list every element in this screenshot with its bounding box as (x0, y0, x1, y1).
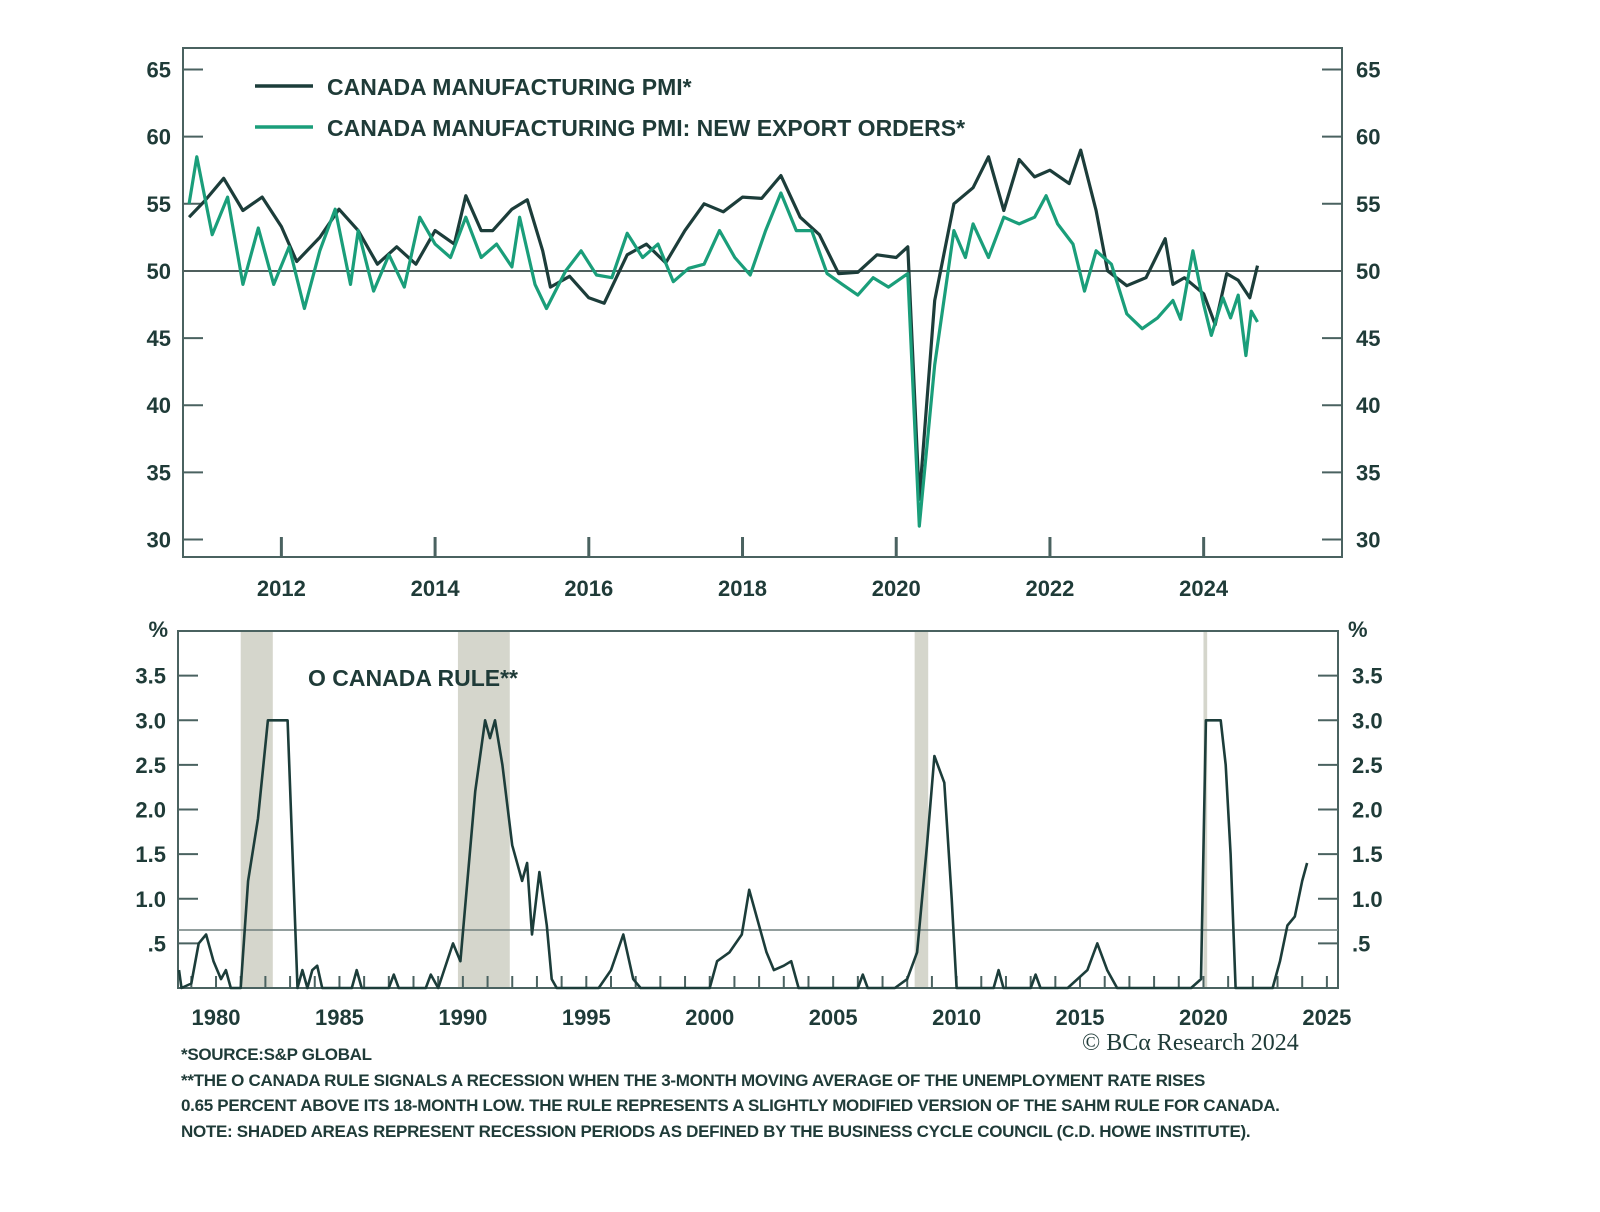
x-tick-label: 1995 (562, 1005, 611, 1030)
y-unit-left: % (148, 617, 168, 642)
x-tick-label: 2016 (564, 576, 613, 601)
y-unit-right: % (1348, 617, 1368, 642)
y-tick-label-right: 1.5 (1352, 842, 1383, 867)
y-tick-label-right: 2.0 (1352, 798, 1383, 823)
y-tick-label-left: 60 (147, 125, 171, 150)
y-tick-label-left: 40 (147, 393, 171, 418)
legend-label: CANADA MANUFACTURING PMI* (327, 74, 692, 100)
y-tick-label-right: 45 (1356, 326, 1380, 351)
chart-title: O CANADA RULE** (308, 665, 518, 691)
y-tick-label-right: 60 (1356, 125, 1380, 150)
series-line-export-orders (187, 155, 1259, 528)
footnote-rule-1: **THE O CANADA RULE SIGNALS A RECESSION … (181, 1070, 1206, 1090)
y-tick-label-left: 1.0 (135, 887, 166, 912)
x-tick-label: 2020 (872, 576, 921, 601)
y-tick-label-left: 3.0 (135, 708, 166, 733)
x-tick-label: 2024 (1179, 576, 1229, 601)
footnote-note: NOTE: SHADED AREAS REPRESENT RECESSION P… (181, 1121, 1251, 1141)
y-tick-label-right: 35 (1356, 460, 1380, 485)
recession-shade (457, 631, 510, 988)
y-tick-label-right: 50 (1356, 259, 1380, 284)
x-tick-label: 2018 (718, 576, 767, 601)
y-tick-label-right: 55 (1356, 192, 1380, 217)
x-tick-label: 2020 (1179, 1005, 1228, 1030)
y-tick-label-left: .5 (148, 931, 166, 956)
series-line-pmi (187, 148, 1260, 501)
series-line-o-canada-rule (177, 718, 1309, 990)
y-tick-label-left: 35 (147, 460, 171, 485)
y-tick-label-left: 2.5 (135, 753, 166, 778)
y-tick-label-left: 55 (147, 192, 171, 217)
plot-frame (182, 47, 1343, 558)
x-tick-label: 1980 (192, 1005, 241, 1030)
footnotes: *SOURCE:S&P GLOBAL **THE O CANADA RULE S… (181, 1042, 1280, 1144)
x-tick-label: 2022 (1025, 576, 1074, 601)
y-tick-label-left: 1.5 (135, 842, 166, 867)
recession-shade (914, 631, 929, 988)
x-tick-label: 2010 (932, 1005, 981, 1030)
y-tick-label-left: 50 (147, 259, 171, 284)
y-tick-label-right: 30 (1356, 528, 1380, 553)
x-tick-label: 2005 (809, 1005, 858, 1030)
footnote-source: *SOURCE:S&P GLOBAL (181, 1045, 372, 1064)
y-tick-label-right: 65 (1356, 57, 1380, 82)
copyright-logo: © BCα Research 2024 (1082, 1030, 1299, 1056)
y-tick-label-right: 2.5 (1352, 753, 1383, 778)
y-tick-label-left: 3.5 (135, 664, 166, 689)
x-tick-label: 1985 (315, 1005, 364, 1030)
footnote-rule-2: 0.65 PERCENT ABOVE ITS 18-MONTH LOW. THE… (181, 1096, 1280, 1115)
x-tick-label: 2012 (257, 576, 306, 601)
x-tick-label: 2015 (1056, 1005, 1105, 1030)
y-tick-label-left: 45 (147, 326, 171, 351)
y-tick-label-left: 2.0 (135, 798, 166, 823)
y-tick-label-left: 30 (147, 528, 171, 553)
x-tick-label: 2025 (1302, 1005, 1351, 1030)
y-tick-label-right: 40 (1356, 393, 1380, 418)
legend-label: CANADA MANUFACTURING PMI: NEW EXPORT ORD… (327, 115, 965, 141)
y-tick-label-right: .5 (1352, 931, 1370, 956)
y-tick-label-left: 65 (147, 57, 171, 82)
y-tick-label-right: 1.0 (1352, 887, 1383, 912)
x-tick-label: 1990 (438, 1005, 487, 1030)
y-tick-label-right: 3.5 (1352, 664, 1383, 689)
x-tick-label: 2014 (411, 576, 461, 601)
x-tick-label: 2000 (685, 1005, 734, 1030)
y-tick-label-right: 3.0 (1352, 708, 1383, 733)
